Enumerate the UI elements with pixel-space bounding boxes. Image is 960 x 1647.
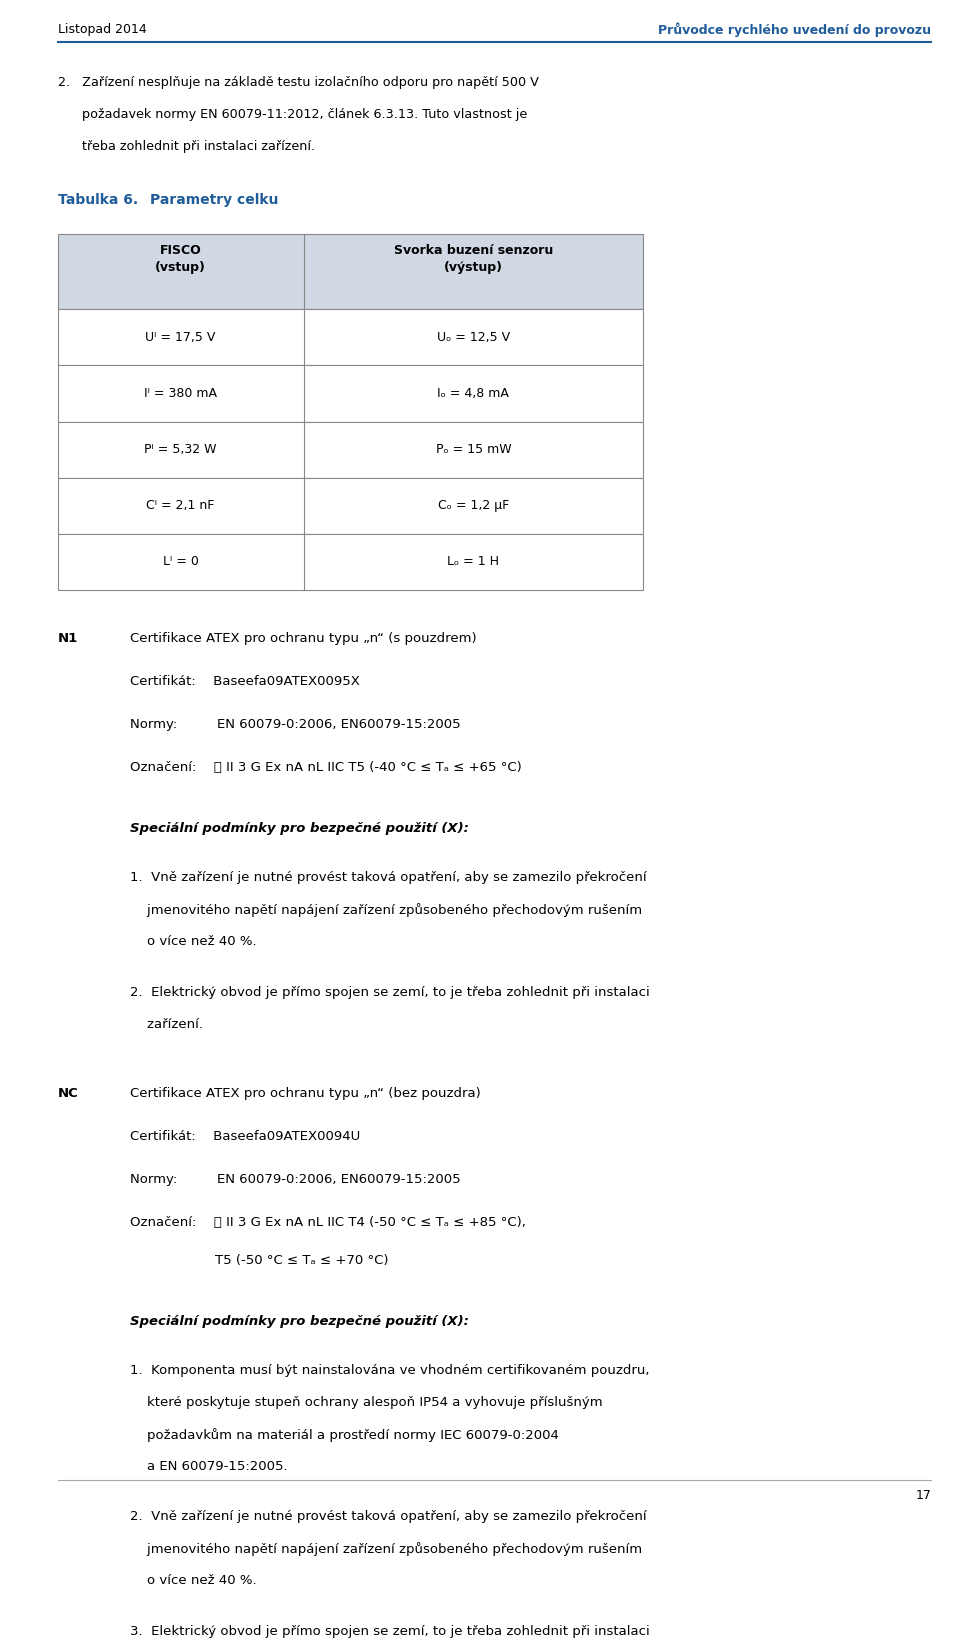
Text: o více než 40 %.: o více než 40 %. — [130, 935, 256, 949]
Text: požadavek normy EN 60079-11:2012, článek 6.3.13. Tuto vlastnost je: požadavek normy EN 60079-11:2012, článek… — [58, 107, 527, 120]
Text: Pₒ = 15 mW: Pₒ = 15 mW — [436, 443, 511, 456]
Text: Iᴵ = 380 mA: Iᴵ = 380 mA — [144, 387, 217, 400]
FancyBboxPatch shape — [58, 234, 643, 310]
Text: 1.  Komponenta musí být nainstalována ve vhodném certifikovaném pouzdru,: 1. Komponenta musí být nainstalována ve … — [130, 1364, 649, 1377]
FancyBboxPatch shape — [58, 422, 643, 478]
Text: T5 (-50 °C ≤ Tₐ ≤ +70 °C): T5 (-50 °C ≤ Tₐ ≤ +70 °C) — [130, 1253, 388, 1267]
Text: Uₒ = 12,5 V: Uₒ = 12,5 V — [437, 331, 510, 344]
Text: Normy:   EN 60079-0:2006, EN60079-15:2005: Normy: EN 60079-0:2006, EN60079-15:2005 — [130, 1173, 460, 1186]
Text: Certifikace ATEX pro ochranu typu „n“ (bez pouzdra): Certifikace ATEX pro ochranu typu „n“ (b… — [130, 1087, 480, 1100]
Text: Lᴵ = 0: Lᴵ = 0 — [162, 555, 199, 568]
Text: zařízení.: zařízení. — [130, 1018, 203, 1031]
Text: Průvodce rychlého uvedení do provozu: Průvodce rychlého uvedení do provozu — [659, 23, 931, 38]
Text: Uᴵ = 17,5 V: Uᴵ = 17,5 V — [145, 331, 216, 344]
Text: Certifikát:  Baseefa09ATEX0095X: Certifikát: Baseefa09ATEX0095X — [130, 675, 359, 688]
Text: Lₒ = 1 H: Lₒ = 1 H — [447, 555, 499, 568]
Text: Cₒ = 1,2 μF: Cₒ = 1,2 μF — [438, 499, 509, 512]
Text: Pᴵ = 5,32 W: Pᴵ = 5,32 W — [144, 443, 217, 456]
FancyBboxPatch shape — [58, 478, 643, 534]
Text: požadavkům na materiál a prostředí normy IEC 60079-0:2004: požadavkům na materiál a prostředí normy… — [130, 1428, 559, 1441]
Text: 2.   Zařízení nesplňuje na základě testu izolačního odporu pro napětí 500 V: 2. Zařízení nesplňuje na základě testu i… — [58, 76, 539, 89]
Text: 2.  Elektrický obvod je přímo spojen se zemí, to je třeba zohlednit při instalac: 2. Elektrický obvod je přímo spojen se z… — [130, 987, 649, 1000]
Text: Certifikát:  Baseefa09ATEX0094U: Certifikát: Baseefa09ATEX0094U — [130, 1130, 360, 1143]
Text: Označení:  ⓞ II 3 G Ex nA nL IIC T4 (-50 °C ≤ Tₐ ≤ +85 °C),: Označení: ⓞ II 3 G Ex nA nL IIC T4 (-50 … — [130, 1215, 525, 1229]
Text: 1.  Vně zařízení je nutné provést taková opatření, aby se zamezilo překročení: 1. Vně zařízení je nutné provést taková … — [130, 871, 646, 884]
Text: Speciální podmínky pro bezpečné použití (X):: Speciální podmínky pro bezpečné použití … — [130, 822, 468, 835]
FancyBboxPatch shape — [58, 310, 643, 366]
Text: třeba zohlednit při instalaci zařízení.: třeba zohlednit při instalaci zařízení. — [58, 140, 315, 153]
Text: které poskytuje stupeň ochrany alespoň IP54 a vyhovuje příslušným: které poskytuje stupeň ochrany alespoň I… — [130, 1397, 602, 1408]
Text: Svorka buzení senzoru
(výstup): Svorka buzení senzoru (výstup) — [394, 244, 553, 273]
Text: a EN 60079-15:2005.: a EN 60079-15:2005. — [130, 1459, 287, 1472]
Text: FISCO
(vstup): FISCO (vstup) — [156, 244, 206, 273]
Text: Cᴵ = 2,1 nF: Cᴵ = 2,1 nF — [146, 499, 215, 512]
Text: 17: 17 — [915, 1489, 931, 1502]
Text: Certifikace ATEX pro ochranu typu „n“ (s pouzdrem): Certifikace ATEX pro ochranu typu „n“ (s… — [130, 632, 476, 646]
Text: Tabulka 6.  Parametry celku: Tabulka 6. Parametry celku — [58, 193, 278, 206]
Text: NC: NC — [58, 1087, 79, 1100]
Text: Speciální podmínky pro bezpečné použití (X):: Speciální podmínky pro bezpečné použití … — [130, 1314, 468, 1327]
Text: Iₒ = 4,8 mA: Iₒ = 4,8 mA — [438, 387, 510, 400]
Text: N1: N1 — [58, 632, 78, 646]
FancyBboxPatch shape — [58, 366, 643, 422]
FancyBboxPatch shape — [58, 534, 643, 590]
Text: jmenovitého napětí napájení zařízení způsobeného přechodovým rušením: jmenovitého napětí napájení zařízení způ… — [130, 903, 641, 917]
Text: jmenovitého napětí napájení zařízení způsobeného přechodovým rušením: jmenovitého napětí napájení zařízení způ… — [130, 1542, 641, 1556]
Text: 3.  Elektrický obvod je přímo spojen se zemí, to je třeba zohlednit při instalac: 3. Elektrický obvod je přímo spojen se z… — [130, 1626, 649, 1639]
Text: Listopad 2014: Listopad 2014 — [58, 23, 146, 36]
Text: Označení:  ⓞ II 3 G Ex nA nL IIC T5 (-40 °C ≤ Tₐ ≤ +65 °C): Označení: ⓞ II 3 G Ex nA nL IIC T5 (-40 … — [130, 761, 521, 774]
Text: Normy:   EN 60079-0:2006, EN60079-15:2005: Normy: EN 60079-0:2006, EN60079-15:2005 — [130, 718, 460, 731]
Text: o více než 40 %.: o více než 40 %. — [130, 1575, 256, 1588]
Text: 2.  Vně zařízení je nutné provést taková opatření, aby se zamezilo překročení: 2. Vně zařízení je nutné provést taková … — [130, 1510, 646, 1523]
